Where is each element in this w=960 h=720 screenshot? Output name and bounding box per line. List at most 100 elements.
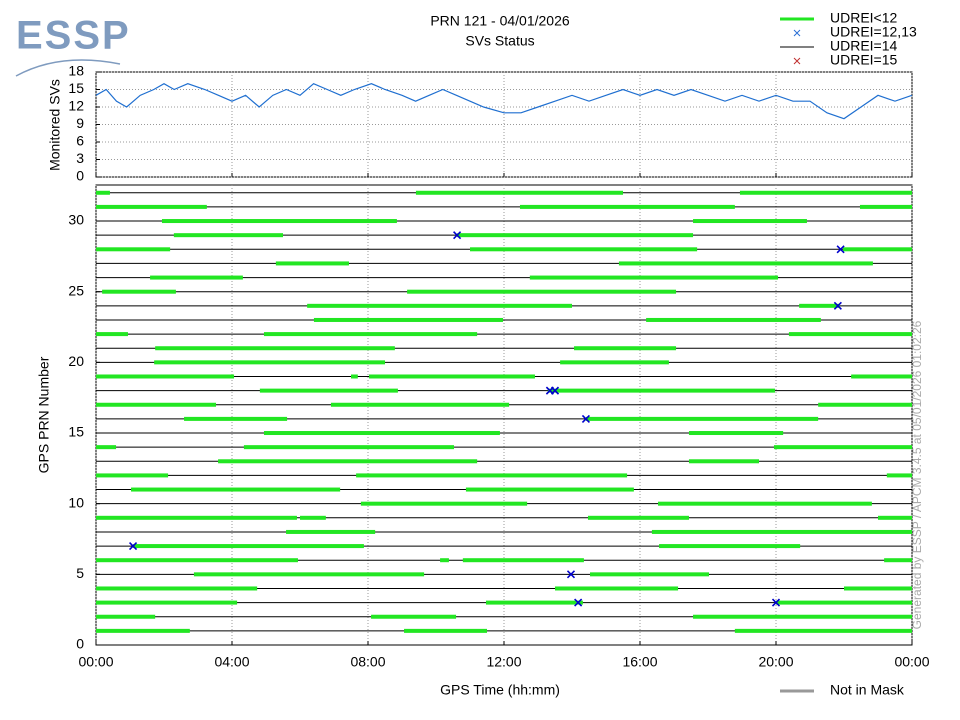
visibility-bar [440,558,449,563]
y-tick-label: 6 [76,133,84,149]
y-tick-label: 0 [76,168,84,184]
y-tick-label: 9 [76,115,84,131]
x-tick-label: 12:00 [486,654,521,670]
x-tick-label: 16:00 [622,654,657,670]
visibility-bar [275,261,349,266]
visibility-bar [96,614,156,619]
y-tick-label: 25 [68,282,84,298]
svs-line [95,82,913,120]
visibility-bar [286,529,376,534]
visibility-bar [618,261,873,266]
udrei-cross [128,542,138,551]
visibility-bar [263,431,500,436]
visibility-bar [844,586,912,591]
visibility-bar [218,459,478,464]
visibility-bar [788,332,912,337]
visibility-bar [307,303,572,308]
visibility-bar [96,628,190,633]
x-tick-label: 04:00 [214,654,249,670]
visibility-bar [585,416,819,421]
x-tick-label: 08:00 [350,654,385,670]
visibility-bar [263,332,478,337]
visibility-bar [96,515,297,520]
visibility-bar [574,346,677,351]
y-tick-label: 5 [76,565,84,581]
visibility-bar [693,219,807,224]
visibility-bar [659,544,801,549]
y-axis-label: Monitored SVs [47,79,63,171]
visibility-bar [462,558,584,563]
legend-marker [793,29,801,37]
visibility-bar [161,219,397,224]
visibility-bar [646,317,821,322]
visibility-bar [587,515,689,520]
visibility-bar [243,445,455,450]
visibility-bar [330,402,510,407]
visibility-bar [300,515,326,520]
udrei-cross [581,414,591,423]
visibility-bar [360,501,528,506]
visibility-bar [688,431,784,436]
visibility-bar [851,374,912,379]
visibility-bar [184,416,288,421]
visibility-bar [96,473,169,478]
visibility-bar [193,572,425,577]
visibility-bar [415,190,623,195]
visibility-bar [96,445,117,450]
visibility-bar [693,614,912,619]
visibility-bar [313,317,503,322]
visibility-bar [96,332,128,337]
visibility-bar [560,360,669,365]
y-tick-label: 10 [68,494,84,510]
udrei-cross [836,245,845,254]
visibility-bar [96,204,207,209]
visibility-bar [590,572,710,577]
visibility-bar [470,247,698,252]
legend-marker [793,57,801,65]
visibility-bar [859,204,912,209]
visibility-bar [96,600,238,605]
visibility-bar [96,190,110,195]
visibility-bar [799,303,840,308]
visibility-bar [369,374,535,379]
y-tick-label: 0 [76,636,84,652]
legend-label: UDREI=15 [830,52,898,68]
udrei-cross [833,301,842,310]
visibility-bar [485,600,583,605]
visibility-bar [155,346,395,351]
visibility-bar [407,289,677,294]
logo-swoosh [15,59,121,77]
visibility-bar [658,501,872,506]
visibility-bar [651,529,912,534]
legend-label: UDREI<12 [830,10,898,26]
x-axis-label: GPS Time (hh:mm) [440,682,560,698]
y-tick-label: 15 [68,424,84,440]
visibility-bar [150,275,243,280]
visibility-bar [404,628,487,633]
y-tick-label: 20 [68,353,84,369]
visibility-bar [96,558,298,563]
visibility-bar [688,459,759,464]
visibility-bar [131,487,341,492]
visibility-bar [465,487,634,492]
visibility-bar [96,247,171,252]
visibility-bar [96,402,217,407]
y-axis-label: GPS PRN Number [36,356,52,473]
y-tick-label: 3 [76,150,84,166]
y-tick-label: 15 [68,80,84,96]
x-tick-label: 00:00 [894,654,929,670]
visibility-bar [878,515,912,520]
visibility-bar [886,473,912,478]
visibility-bar [519,204,735,209]
visibility-bar [154,360,385,365]
visibility-bar [133,544,364,549]
visibility-bar [96,586,258,591]
y-tick-label: 30 [68,212,84,228]
legend-label: Not in Mask [830,682,905,698]
generated-note: Generated by ESSP / APCM 3.4.5 at 05/01/… [910,320,924,629]
visibility-bar [173,233,283,238]
visibility-bar [529,275,779,280]
visibility-bar [842,247,912,252]
